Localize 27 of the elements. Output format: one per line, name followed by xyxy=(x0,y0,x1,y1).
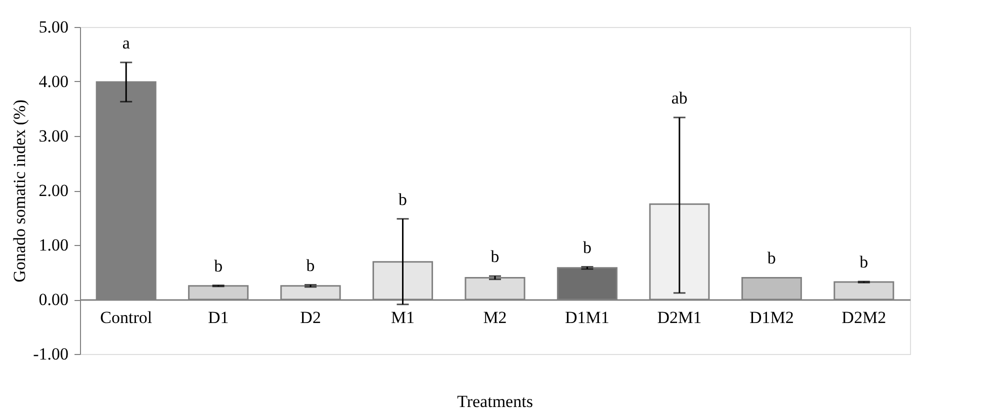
y-tick-label: 2.00 xyxy=(38,181,68,200)
x-tick-label: M2 xyxy=(483,308,507,327)
x-tick-label: Control xyxy=(100,308,152,327)
x-tick-label: D1M2 xyxy=(749,308,794,327)
annotation: ab xyxy=(671,88,688,108)
annotation: b xyxy=(860,252,868,272)
annotation: a xyxy=(122,33,130,52)
annotation: b xyxy=(306,256,315,275)
y-tick-label: -1.00 xyxy=(33,344,68,364)
y-tick-label: 3.00 xyxy=(38,126,68,146)
annotation: b xyxy=(490,247,500,266)
y-tick-label: 0.00 xyxy=(38,290,68,309)
x-axis-title: Treatments xyxy=(457,392,533,411)
annotation: b xyxy=(214,256,223,276)
x-tick-label: M1 xyxy=(390,308,415,327)
y-tick-label: 4.00 xyxy=(38,72,68,91)
y-tick-label: 5.00 xyxy=(38,18,68,36)
x-tick-label: D1M1 xyxy=(565,308,610,327)
x-tick-label: D2M2 xyxy=(842,308,886,327)
x-tick-label: D2 xyxy=(300,308,321,327)
annotation: b xyxy=(767,248,776,268)
annotation: b xyxy=(582,238,592,257)
x-tick-label: D2M1 xyxy=(657,308,702,327)
y-axis-title: Gonado somatic index (%) xyxy=(10,100,30,282)
annotation: b xyxy=(398,190,408,209)
x-tick-label: D1 xyxy=(208,308,229,327)
y-tick-label: 1.00 xyxy=(38,236,68,254)
